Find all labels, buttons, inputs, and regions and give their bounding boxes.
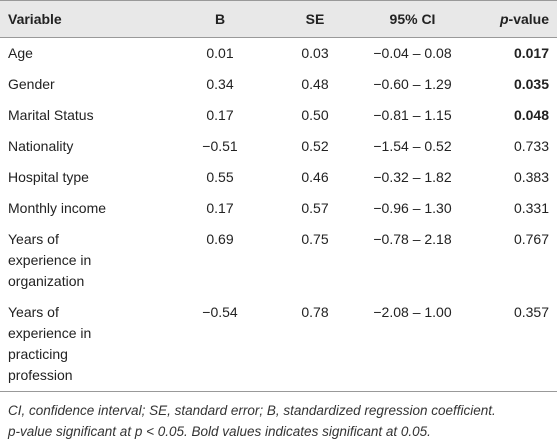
column-header: SE	[305, 11, 325, 27]
header-row: Variable B SE 95% CI p-value	[0, 0, 557, 38]
table-row: Marital Status 0.17 0.50 −0.81 – 1.15 0.048	[0, 100, 557, 131]
table-cell: 0.035	[513, 76, 549, 92]
table-cell: 0.03	[301, 45, 329, 61]
table-cell: 0.17	[206, 107, 234, 123]
table-cell: −0.54	[202, 304, 238, 320]
table-cell: 0.52	[301, 138, 329, 154]
column-header: p-value	[499, 11, 549, 27]
table-cell: −0.60 – 1.29	[373, 76, 452, 92]
table-cell: Monthly income	[8, 200, 107, 216]
results-table: Variable B SE 95% CI p-value Age 0.01 0.03 −0.0…	[0, 0, 557, 392]
table-row: Years of experience in practicing profes…	[0, 297, 557, 392]
table-cell: −0.51	[202, 138, 238, 154]
table-cell: Age	[8, 45, 33, 61]
table-body: Age 0.01 0.03 −0.04 – 0.08 0.017 Gender 0.34 0.…	[0, 38, 557, 392]
table-cell: Years of experience in practicing profes…	[8, 304, 92, 383]
table-cell: Years of experience in organization	[8, 231, 92, 289]
table-cell: 0.048	[513, 107, 549, 123]
column-header: B	[214, 11, 226, 27]
table-cell: Gender	[8, 76, 55, 92]
table-cell: Marital Status	[8, 107, 94, 123]
table-cell: Hospital type	[8, 169, 89, 185]
footnote: p-value significant at p < 0.05. Bold va…	[8, 424, 431, 439]
table-cell: 0.17	[206, 200, 234, 216]
table-cell: −2.08 – 1.00	[373, 304, 452, 320]
table-cell: 0.733	[513, 138, 549, 154]
table-row: Monthly income 0.17 0.57 −0.96 – 1.30 0.331	[0, 193, 557, 224]
table-cell: 0.57	[301, 200, 329, 216]
table-cell: 0.331	[513, 200, 549, 216]
column-header: 95% CI	[389, 11, 436, 27]
table-cell: 0.383	[513, 169, 549, 185]
table-cell: −0.32 – 1.82	[373, 169, 452, 185]
footnotes: CI, confidence interval; SE, standard er…	[0, 392, 557, 442]
table-cell: 0.017	[513, 45, 549, 61]
table-cell: 0.357	[513, 304, 549, 320]
table-cell: 0.46	[301, 169, 329, 185]
table-cell: −0.78 – 2.18	[373, 231, 452, 247]
table-row: Gender 0.34 0.48 −0.60 – 1.29 0.035	[0, 69, 557, 100]
table-row: Age 0.01 0.03 −0.04 – 0.08 0.017	[0, 38, 557, 70]
table-cell: 0.01	[206, 45, 234, 61]
table-cell: −0.04 – 0.08	[373, 45, 452, 61]
table-cell: 0.767	[513, 231, 549, 247]
table-cell: −1.54 – 0.52	[373, 138, 452, 154]
table-cell: 0.69	[206, 231, 234, 247]
table-cell: −0.96 – 1.30	[373, 200, 452, 216]
table-cell: 0.75	[301, 231, 329, 247]
table-cell: −0.81 – 1.15	[373, 107, 452, 123]
column-header: Variable	[8, 11, 62, 27]
table-cell: 0.55	[206, 169, 234, 185]
table-row: Years of experience in organization 0.69 0…	[0, 224, 557, 297]
table-header: Variable B SE 95% CI p-value	[0, 0, 557, 38]
table-cell: 0.78	[301, 304, 329, 320]
table-row: Nationality −0.51 0.52 −1.54 – 0.52 0.733	[0, 131, 557, 162]
table-cell: 0.48	[301, 76, 329, 92]
footnote: CI, confidence interval; SE, standard er…	[8, 403, 496, 418]
table-row: Hospital type 0.55 0.46 −0.32 – 1.82 0.383	[0, 162, 557, 193]
table-cell: Nationality	[8, 138, 74, 154]
table-cell: 0.50	[301, 107, 329, 123]
table-cell: 0.34	[206, 76, 234, 92]
